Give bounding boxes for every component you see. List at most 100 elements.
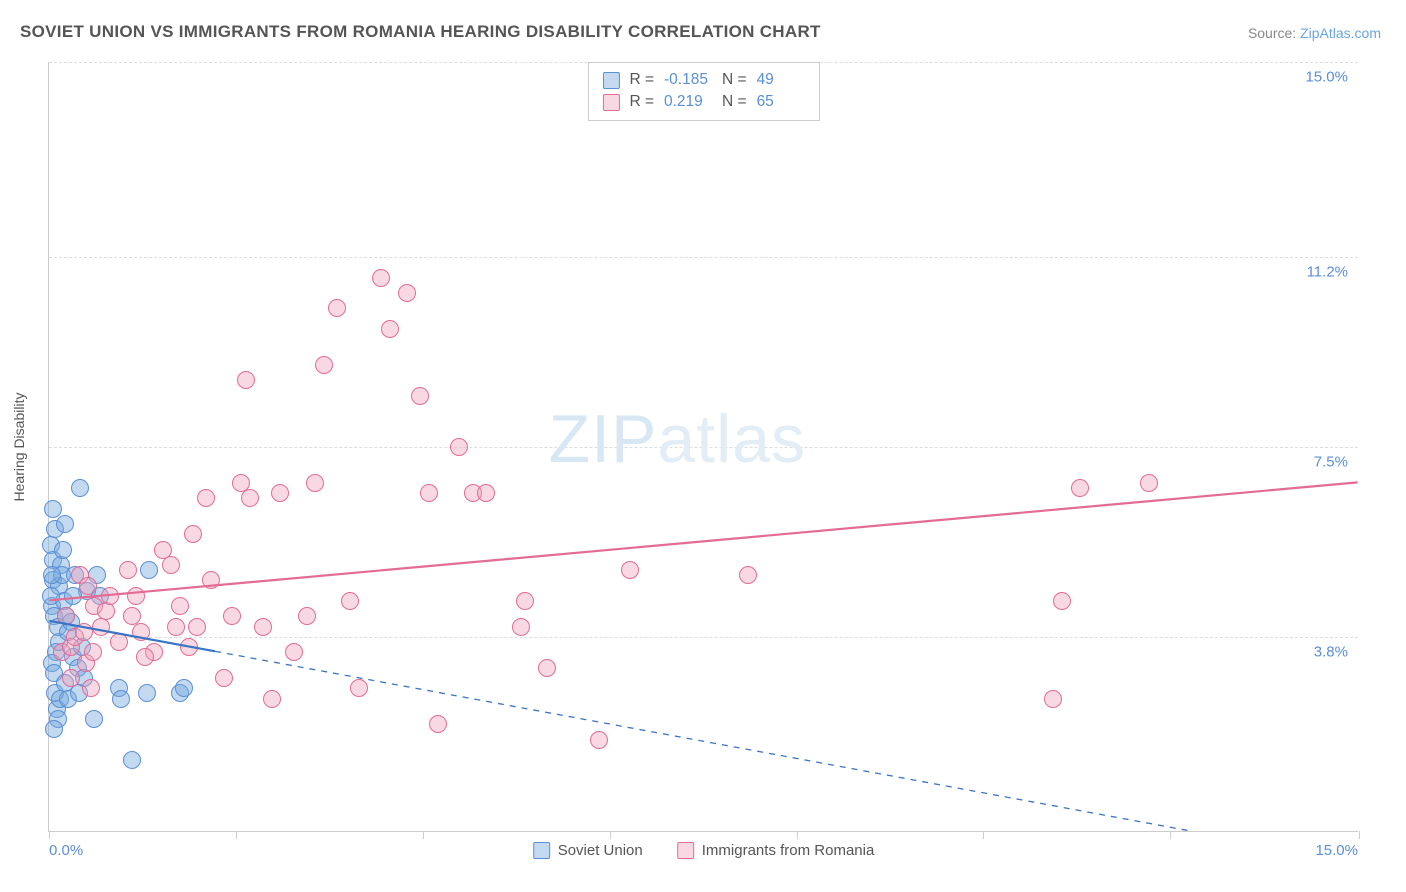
data-point [171,597,189,615]
data-point [1044,690,1062,708]
legend-swatch-romania [677,842,694,859]
data-point [42,587,60,605]
gridline [49,257,1358,258]
y-tick-label: 15.0% [1303,69,1350,86]
legend-item: Soviet Union [533,842,643,859]
data-point [82,679,100,697]
data-point [92,618,110,636]
data-point [271,484,289,502]
y-tick-label: 11.2% [1305,264,1350,281]
data-point [140,561,158,579]
data-point [136,648,154,666]
data-point [381,320,399,338]
data-point [254,618,272,636]
data-point [512,618,530,636]
data-point [538,659,556,677]
data-point [1071,479,1089,497]
data-point [162,556,180,574]
stats-row: R = -0.185 N = 49 [602,69,804,91]
gridline [49,637,1358,638]
legend-swatch-romania [602,94,619,111]
legend-item: Immigrants from Romania [677,842,875,859]
source-link[interactable]: ZipAtlas.com [1300,25,1381,41]
data-point [1053,592,1071,610]
data-point [97,602,115,620]
stat-label-n: N = [722,91,747,113]
data-point [75,623,93,641]
data-point [1140,474,1158,492]
source-prefix: Source: [1248,25,1300,41]
data-point [62,669,80,687]
data-point [398,284,416,302]
scatter-plot-area: ZIPatlas Hearing Disability R = -0.185 N… [48,62,1358,832]
legend-text: Soviet Union [558,842,643,859]
data-point [372,269,390,287]
data-point [241,489,259,507]
data-point [54,541,72,559]
data-point [79,577,97,595]
legend-text: Immigrants from Romania [702,842,875,859]
data-point [350,679,368,697]
data-point [101,587,119,605]
stat-value-n: 65 [757,91,805,113]
y-axis-label: Hearing Disability [11,392,27,501]
data-point [45,720,63,738]
y-tick-label: 7.5% [1312,454,1350,471]
data-point [84,643,102,661]
data-point [223,607,241,625]
data-point [590,731,608,749]
x-tick [983,831,984,839]
x-axis-max-label: 15.0% [1315,842,1358,859]
data-point [180,638,198,656]
data-point [119,561,137,579]
data-point [739,566,757,584]
x-axis-min-label: 0.0% [49,842,83,859]
data-point [56,515,74,533]
data-point [341,592,359,610]
data-point [44,500,62,518]
data-point [64,587,82,605]
data-point [197,489,215,507]
data-point [237,371,255,389]
data-point [71,479,89,497]
stats-row: R = 0.219 N = 65 [602,91,804,113]
x-tick [797,831,798,839]
data-point [138,684,156,702]
data-point [85,710,103,728]
data-point [202,571,220,589]
legend-swatch-soviet [533,842,550,859]
stat-value-n: 49 [757,69,805,91]
data-point [263,690,281,708]
data-point [215,669,233,687]
data-point [43,566,61,584]
data-point [127,587,145,605]
stat-label-n: N = [722,69,747,91]
chart-title: SOVIET UNION VS IMMIGRANTS FROM ROMANIA … [20,22,821,42]
data-point [132,623,150,641]
watermark: ZIPatlas [549,400,806,478]
data-point [450,438,468,456]
data-point [411,387,429,405]
correlation-stats-box: R = -0.185 N = 49 R = 0.219 N = 65 [587,62,819,121]
data-point [175,679,193,697]
source-attribution: Source: ZipAtlas.com [1248,25,1381,41]
data-point [621,561,639,579]
y-tick-label: 3.8% [1312,643,1350,660]
data-point [184,525,202,543]
stat-label-r: R = [629,91,654,113]
x-tick [49,831,50,839]
x-tick [1170,831,1171,839]
legend-swatch-soviet [602,72,619,89]
data-point [516,592,534,610]
legend-bottom: Soviet Union Immigrants from Romania [533,842,875,859]
data-point [167,618,185,636]
x-tick [423,831,424,839]
data-point [328,299,346,317]
watermark-bold: ZIP [549,401,658,477]
stat-value-r: 0.219 [664,91,712,113]
data-point [429,715,447,733]
data-point [188,618,206,636]
data-point [57,607,75,625]
data-point [298,607,316,625]
data-point [306,474,324,492]
